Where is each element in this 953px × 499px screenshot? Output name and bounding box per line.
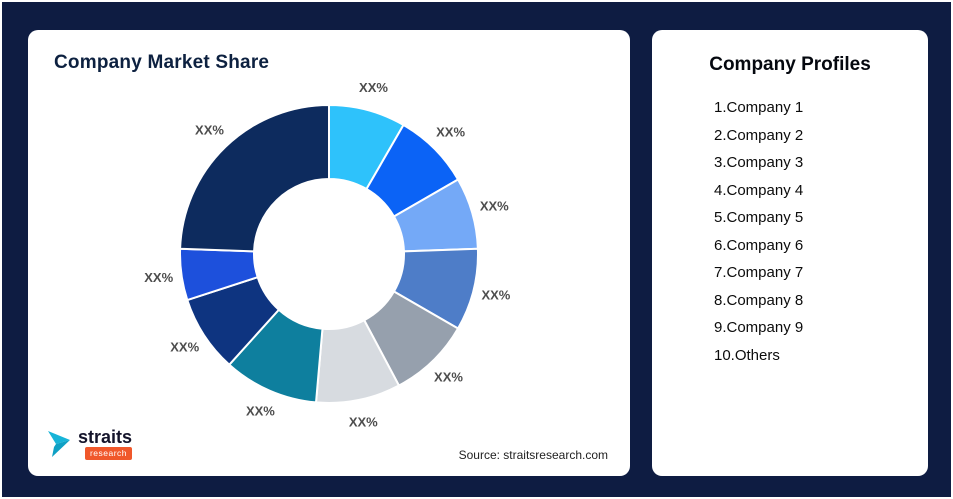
list-item: 4.Company 4 (714, 181, 804, 199)
logo-name: straits (78, 427, 133, 447)
segment-label: XX% (434, 370, 463, 385)
segment-label: XX% (246, 404, 275, 419)
segment-label: XX% (144, 270, 173, 285)
logo-subtitle: research (84, 447, 133, 460)
donut-segment (179, 103, 330, 253)
list-item: 2.Company 2 (714, 126, 804, 144)
segment-label: XX% (349, 415, 378, 430)
list-item: 1.Company 1 (714, 99, 804, 116)
list-item: 5.Company 5 (714, 209, 804, 226)
list-item: 9.Company 9 (714, 319, 804, 336)
segment-label: XX% (480, 199, 509, 214)
donut-chart: XX% XX% XX% XX% XX% XX% XX% XX% XX% XX% (144, 80, 511, 430)
profiles-list: 1.Company 1 2.Company 2 3.Company 3 4.Co… (652, 94, 928, 369)
chart-title: Company Market Share (54, 52, 270, 73)
profiles-title: Company Profiles (709, 54, 871, 75)
list-item: 6.Company 6 (714, 236, 804, 254)
segment-label: XX% (359, 80, 388, 95)
segment-label: XX% (170, 340, 199, 355)
segment-label: XX% (436, 124, 465, 139)
straits-arrow-icon (48, 431, 70, 457)
list-item: 7.Company 7 (714, 264, 804, 281)
source-note: Source: straitsresearch.com (458, 448, 608, 462)
market-share-card: Company Market Share XX% XX% XX% XX% XX% XX% X… (28, 30, 630, 476)
straits-research-logo: straits research (48, 427, 133, 460)
segment-label: XX% (481, 288, 510, 303)
company-profiles-card: Company Profiles 1.Company 1 2.Company 2… (652, 30, 928, 476)
list-item: 8.Company 8 (714, 291, 804, 309)
list-item: 3.Company 3 (714, 154, 804, 171)
list-item: 10.Others (714, 346, 780, 364)
segment-label: XX% (195, 122, 224, 137)
